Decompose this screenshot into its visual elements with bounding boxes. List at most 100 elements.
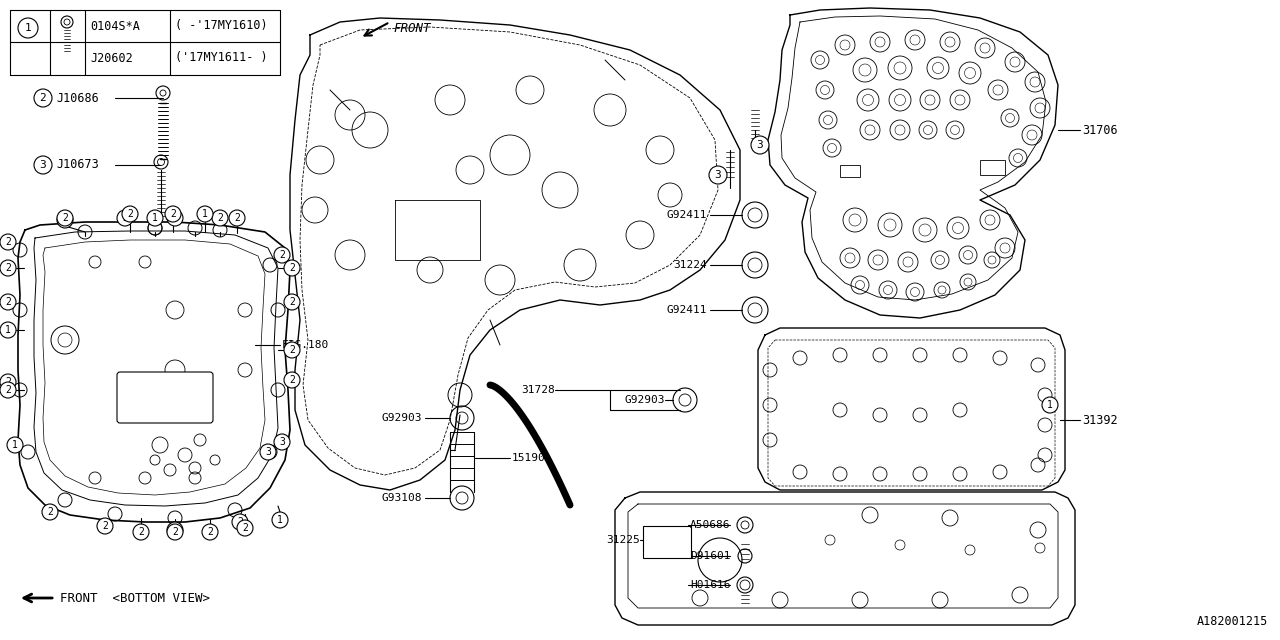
Circle shape: [260, 444, 276, 460]
Text: D91601: D91601: [690, 551, 731, 561]
Circle shape: [165, 206, 180, 222]
Text: 2: 2: [5, 263, 12, 273]
FancyBboxPatch shape: [116, 372, 212, 423]
Circle shape: [35, 89, 52, 107]
Circle shape: [147, 210, 163, 226]
Text: J20602: J20602: [90, 51, 133, 65]
Text: 2: 2: [234, 213, 239, 223]
Text: 1: 1: [24, 23, 32, 33]
Text: 2: 2: [172, 527, 178, 537]
Circle shape: [35, 156, 52, 174]
Text: 2: 2: [102, 521, 108, 531]
Circle shape: [58, 210, 73, 226]
Circle shape: [751, 136, 769, 154]
Text: G92903: G92903: [625, 395, 666, 405]
Circle shape: [0, 382, 15, 398]
Polygon shape: [768, 8, 1059, 318]
Text: 2: 2: [170, 209, 175, 219]
Text: 2: 2: [122, 213, 128, 223]
Text: 2: 2: [127, 209, 133, 219]
Text: G92411: G92411: [667, 210, 707, 220]
Circle shape: [0, 234, 15, 250]
Circle shape: [166, 524, 183, 540]
Text: J10673: J10673: [56, 159, 99, 172]
Text: 2: 2: [289, 345, 294, 355]
Text: 1: 1: [5, 325, 12, 335]
Circle shape: [274, 247, 291, 263]
Text: 0104S*A: 0104S*A: [90, 19, 140, 33]
Circle shape: [6, 437, 23, 453]
Circle shape: [212, 210, 228, 226]
Text: 2: 2: [138, 527, 143, 537]
Circle shape: [197, 206, 212, 222]
Bar: [840, 165, 860, 177]
Text: 2: 2: [61, 215, 68, 225]
Circle shape: [284, 372, 300, 388]
Circle shape: [0, 260, 15, 276]
Circle shape: [42, 504, 58, 520]
Text: 2: 2: [172, 525, 178, 535]
Circle shape: [274, 434, 291, 450]
Text: A182001215: A182001215: [1197, 615, 1268, 628]
Text: 3: 3: [756, 140, 763, 150]
Circle shape: [709, 166, 727, 184]
Text: A50686: A50686: [690, 520, 731, 530]
Text: 2: 2: [5, 237, 12, 247]
Text: 2: 2: [47, 507, 52, 517]
Text: 15190: 15190: [512, 453, 545, 463]
Circle shape: [284, 342, 300, 358]
Text: 1: 1: [152, 213, 157, 223]
Bar: [643, 526, 691, 558]
Text: 1: 1: [1047, 400, 1053, 410]
Text: 2: 2: [289, 263, 294, 273]
Circle shape: [133, 524, 148, 540]
Circle shape: [97, 518, 113, 534]
Circle shape: [237, 520, 253, 536]
Text: 2: 2: [289, 297, 294, 307]
Text: 31224: 31224: [673, 260, 707, 270]
Polygon shape: [758, 328, 1065, 490]
Text: 3: 3: [265, 447, 271, 457]
Text: 2: 2: [237, 517, 243, 527]
Polygon shape: [614, 492, 1075, 625]
Text: 2: 2: [279, 250, 285, 260]
Text: 2: 2: [242, 523, 248, 533]
Text: 2: 2: [218, 213, 223, 223]
Circle shape: [202, 524, 218, 540]
Circle shape: [1042, 397, 1059, 413]
Circle shape: [18, 18, 38, 38]
Circle shape: [166, 210, 183, 226]
Polygon shape: [291, 18, 740, 490]
Text: 2: 2: [289, 375, 294, 385]
Circle shape: [0, 294, 15, 310]
Text: 3: 3: [40, 160, 46, 170]
Circle shape: [116, 210, 133, 226]
Text: 31728: 31728: [521, 385, 556, 395]
Circle shape: [166, 522, 183, 538]
Text: 31225: 31225: [607, 535, 640, 545]
Circle shape: [232, 514, 248, 530]
Text: 1: 1: [12, 440, 18, 450]
Text: 2: 2: [5, 377, 12, 387]
Text: 2: 2: [207, 527, 212, 537]
Text: G92903: G92903: [381, 413, 422, 423]
Circle shape: [0, 374, 15, 390]
Circle shape: [58, 212, 73, 228]
Text: J10686: J10686: [56, 92, 99, 104]
Circle shape: [0, 322, 15, 338]
Text: H01616: H01616: [690, 580, 731, 590]
Text: 2: 2: [40, 93, 46, 103]
Text: G92411: G92411: [667, 305, 707, 315]
Text: 1: 1: [276, 515, 283, 525]
Text: 31706: 31706: [1082, 124, 1117, 136]
Text: FRONT: FRONT: [393, 22, 430, 35]
Bar: [980, 160, 1005, 175]
Text: 3: 3: [279, 437, 285, 447]
Circle shape: [229, 210, 244, 226]
Text: 3: 3: [714, 170, 722, 180]
Text: 1: 1: [202, 209, 207, 219]
Circle shape: [122, 206, 138, 222]
Text: ( -'17MY1610): ( -'17MY1610): [175, 19, 268, 33]
Text: 31392: 31392: [1082, 413, 1117, 426]
Text: 2: 2: [5, 385, 12, 395]
